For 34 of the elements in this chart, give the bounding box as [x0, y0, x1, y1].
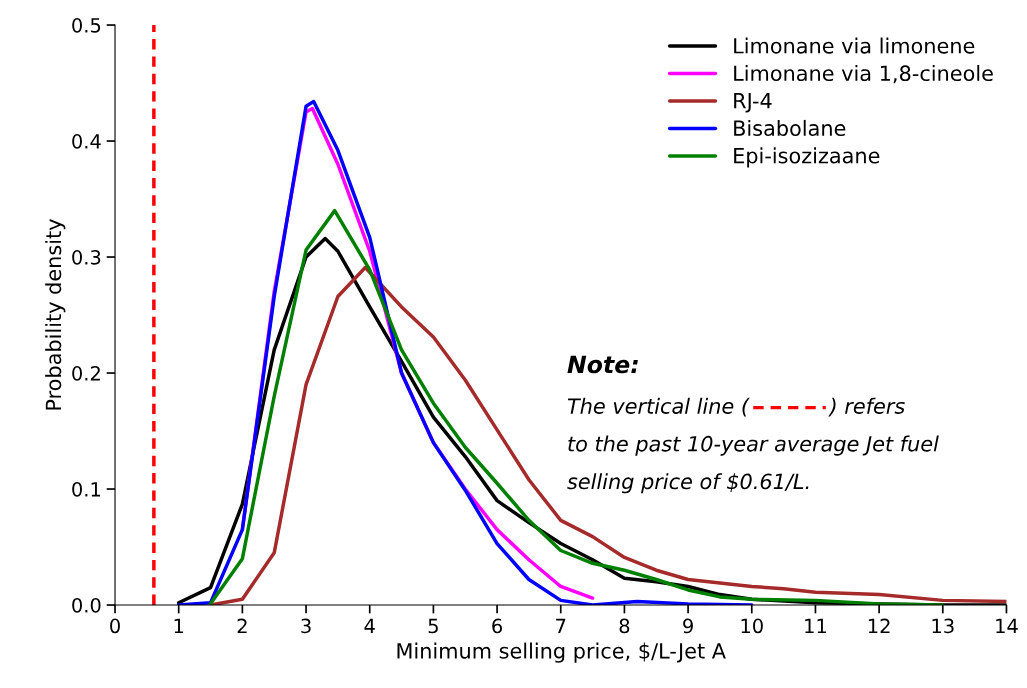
legend-label: RJ-4: [734, 93, 772, 113]
y-tick-label: 0.0: [72, 597, 101, 613]
x-tick-label: 8: [619, 618, 630, 634]
y-tick-label: 0.2: [72, 365, 100, 381]
x-tick-label: 2: [237, 618, 247, 633]
x-tick-label: 6: [492, 618, 503, 634]
x-tick-label: 13: [932, 618, 954, 634]
line-series: [208, 208, 945, 606]
x-tick-label: 7: [556, 618, 566, 633]
y-tick-label: 0.4: [72, 134, 101, 149]
annotation: selling price of $0.61/L.: [567, 473, 809, 494]
x-tick-label: 12: [868, 618, 890, 633]
legend-label: Epi-isozizaane: [734, 147, 880, 168]
y-tick-label: 0.1: [72, 481, 101, 497]
y-axis-title: Probability density: [45, 219, 66, 410]
annotation: to the past 10-year average Jet fuel: [568, 435, 939, 456]
x-tick-label: 10: [741, 618, 763, 634]
legend-label: Bisabolane: [734, 119, 846, 137]
x-axis-title: Minimum selling price, $/L-Jet A: [397, 642, 726, 663]
x-tick-label: 0: [110, 618, 120, 634]
x-tick-label: 14: [996, 618, 1018, 633]
x-tick-label: 3: [301, 618, 311, 634]
annotation: ) refers: [828, 397, 905, 417]
x-tick-label: 11: [805, 618, 827, 633]
legend-label: Limonane via 1,8-cineole: [734, 65, 993, 84]
annotation: Note:: [567, 355, 638, 374]
x-tick-label: 4: [364, 618, 375, 633]
x-tick-label: 9: [683, 618, 693, 634]
x-tick-label: 1: [174, 618, 184, 633]
y-tick-label: 0.3: [72, 249, 101, 265]
legend-label: Limonane via limonene: [734, 37, 975, 54]
x-tick-label: 5: [428, 618, 438, 634]
annotation: The vertical line (: [567, 397, 750, 417]
y-tick-label: 0.5: [72, 18, 101, 33]
